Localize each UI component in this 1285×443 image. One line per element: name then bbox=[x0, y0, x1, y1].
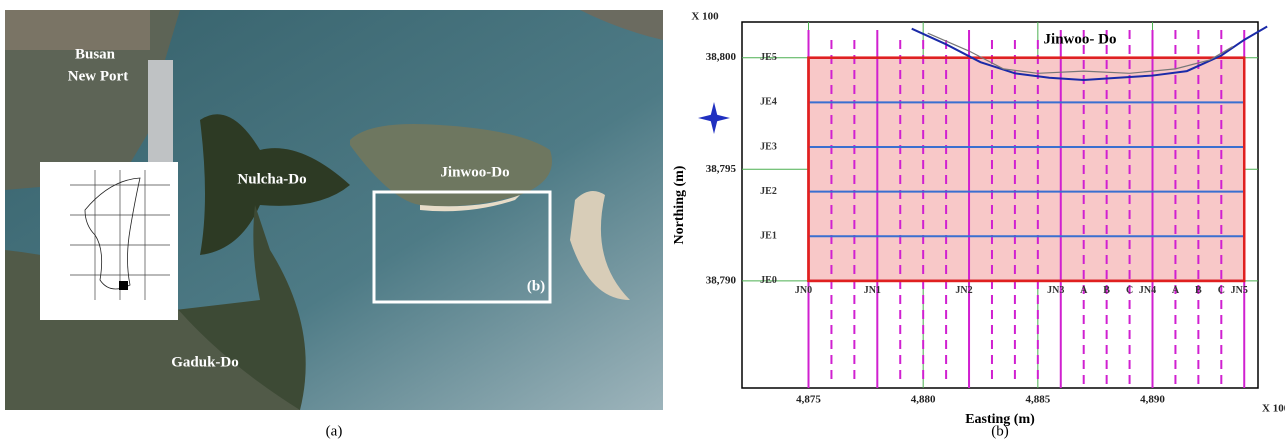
transect-x-label: C bbox=[1218, 285, 1225, 296]
transect-x-label: C bbox=[1126, 285, 1133, 296]
inset-label: (b) bbox=[527, 278, 545, 294]
jinwoo-island bbox=[350, 124, 552, 207]
transect-x-label: JN2 bbox=[955, 285, 972, 296]
y-tick-label: 38,790 bbox=[706, 274, 737, 286]
inset-map bbox=[40, 162, 178, 320]
transect-x-label: JN4 bbox=[1139, 285, 1156, 296]
port-pier bbox=[148, 60, 173, 170]
y-scale-label: X 100 bbox=[691, 11, 719, 23]
transect-x-label: B bbox=[1103, 285, 1110, 296]
inset-grid bbox=[70, 170, 170, 300]
compass bbox=[698, 102, 730, 134]
transect-y-label: JE4 bbox=[760, 97, 777, 108]
transect-y-label: JE3 bbox=[760, 141, 777, 152]
nulcha-label: Nulcha-Do bbox=[237, 171, 306, 187]
x-tick-label: 4,875 bbox=[796, 394, 821, 406]
transect-x-label: JN3 bbox=[1047, 285, 1064, 296]
transect-y-label: JE0 bbox=[760, 275, 777, 286]
y-axis-label: Northing (m) bbox=[672, 165, 687, 244]
transect-x-label: A bbox=[1080, 285, 1088, 296]
x-scale-label: X 100 bbox=[1262, 403, 1285, 415]
site-marker bbox=[119, 281, 128, 290]
transect-x-label: JN1 bbox=[864, 285, 881, 296]
x-tick-label: 4,885 bbox=[1025, 394, 1050, 406]
caption: (b) bbox=[991, 423, 1009, 439]
caption: (a) bbox=[326, 423, 343, 439]
transect-x-label: B bbox=[1195, 285, 1202, 296]
sand-bar bbox=[570, 191, 630, 300]
transect-x-label: A bbox=[1172, 285, 1180, 296]
gaduk-label: Gaduk-Do bbox=[171, 354, 239, 370]
jinwoo-beach bbox=[420, 195, 520, 212]
port-land bbox=[5, 10, 180, 190]
chart-panel: JN0 JN1 JN2 JN3 A B C JN4 A B C JN5 JE0 JE1 JE2 JE3 JE4 J… bbox=[672, 11, 1285, 428]
shoreline bbox=[927, 32, 1234, 74]
transect-y-label: JE1 bbox=[760, 231, 777, 242]
nulcha-island bbox=[200, 114, 350, 256]
port-label: Busan bbox=[75, 46, 116, 62]
x-tick-label: 4,890 bbox=[1140, 394, 1165, 406]
port-containers bbox=[5, 10, 150, 50]
jinwoo-label: Jinwoo-Do bbox=[440, 164, 509, 180]
east-land bbox=[580, 10, 663, 40]
x-tick-label: 4,880 bbox=[911, 394, 936, 406]
y-tick-label: 38,800 bbox=[706, 51, 737, 63]
map-panel: Busan New Port Nulcha-Do Jinwoo-Do Gaduk… bbox=[5, 10, 663, 439]
transect-y-label: JE5 bbox=[760, 52, 777, 63]
transect-x-label: JN5 bbox=[1231, 285, 1248, 296]
transect-x-label: JN0 bbox=[795, 285, 812, 296]
x-axis-label: Easting (m) bbox=[965, 412, 1035, 427]
korea-outline bbox=[84, 177, 141, 290]
transect-y-label: JE2 bbox=[760, 186, 777, 197]
y-tick-label: 38,795 bbox=[706, 163, 737, 175]
shoreline bbox=[911, 25, 1268, 82]
survey-area-border bbox=[807, 56, 1246, 283]
survey-area bbox=[807, 56, 1246, 283]
port-label: New Port bbox=[68, 68, 128, 84]
study-box bbox=[372, 190, 552, 304]
annotation: Jinwoo- Do bbox=[1044, 31, 1117, 47]
